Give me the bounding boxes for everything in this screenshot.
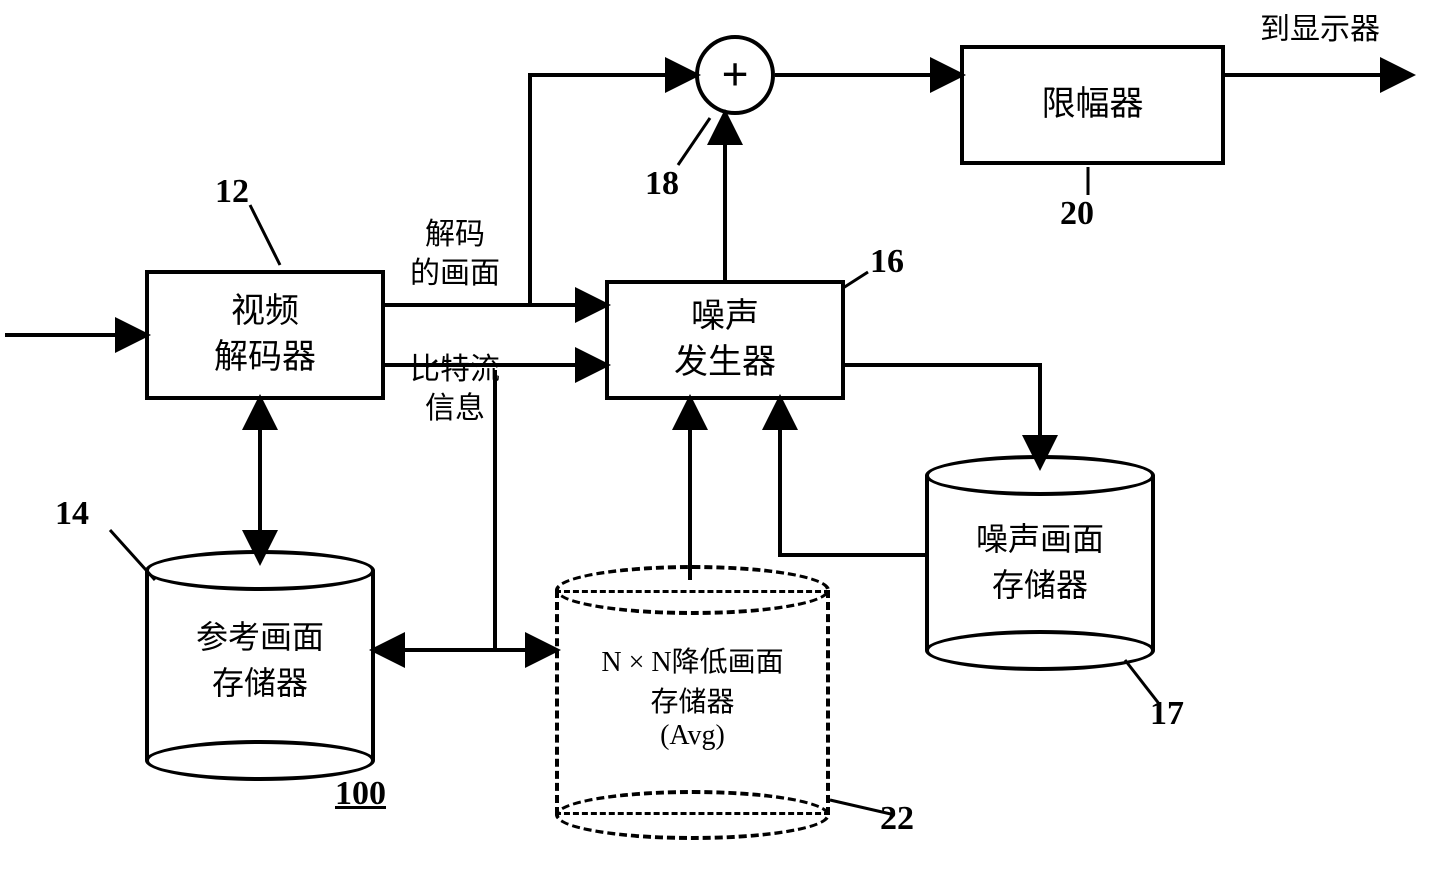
ref-12: 12 <box>215 173 249 211</box>
plus-icon: + <box>721 43 748 108</box>
clipper-label: 限幅器 <box>1042 82 1144 128</box>
ref-20: 20 <box>1060 195 1094 233</box>
noise-frame-memory: 噪声画面存储器 <box>925 475 1155 650</box>
adder-node: + <box>695 35 775 115</box>
ref-100: 100 <box>335 775 386 813</box>
ref-17: 17 <box>1150 695 1184 733</box>
ref-18: 18 <box>645 165 679 203</box>
noise-generator-label: 噪声发生器 <box>674 294 776 386</box>
ref-14: 14 <box>55 495 89 533</box>
noise-generator-block: 噪声发生器 <box>605 280 845 400</box>
reference-frame-memory: 参考画面存储器 <box>145 570 375 760</box>
diagram-canvas: 视频解码器 噪声发生器 限幅器 + 参考画面存储器 N × N降低画面存储器(A… <box>0 0 1430 890</box>
bitstream-info-label: 比特流信息 <box>410 350 500 428</box>
decoded-picture-label: 解码的画面 <box>410 215 500 293</box>
to-display-label: 到显示器 <box>1260 10 1380 49</box>
ref-22: 22 <box>880 800 914 838</box>
video-decoder-block: 视频解码器 <box>145 270 385 400</box>
video-decoder-label: 视频解码器 <box>214 289 316 381</box>
clipper-block: 限幅器 <box>960 45 1225 165</box>
ref-16: 16 <box>870 243 904 281</box>
avg-reduced-frame-memory: N × N降低画面存储器(Avg) <box>555 590 830 815</box>
